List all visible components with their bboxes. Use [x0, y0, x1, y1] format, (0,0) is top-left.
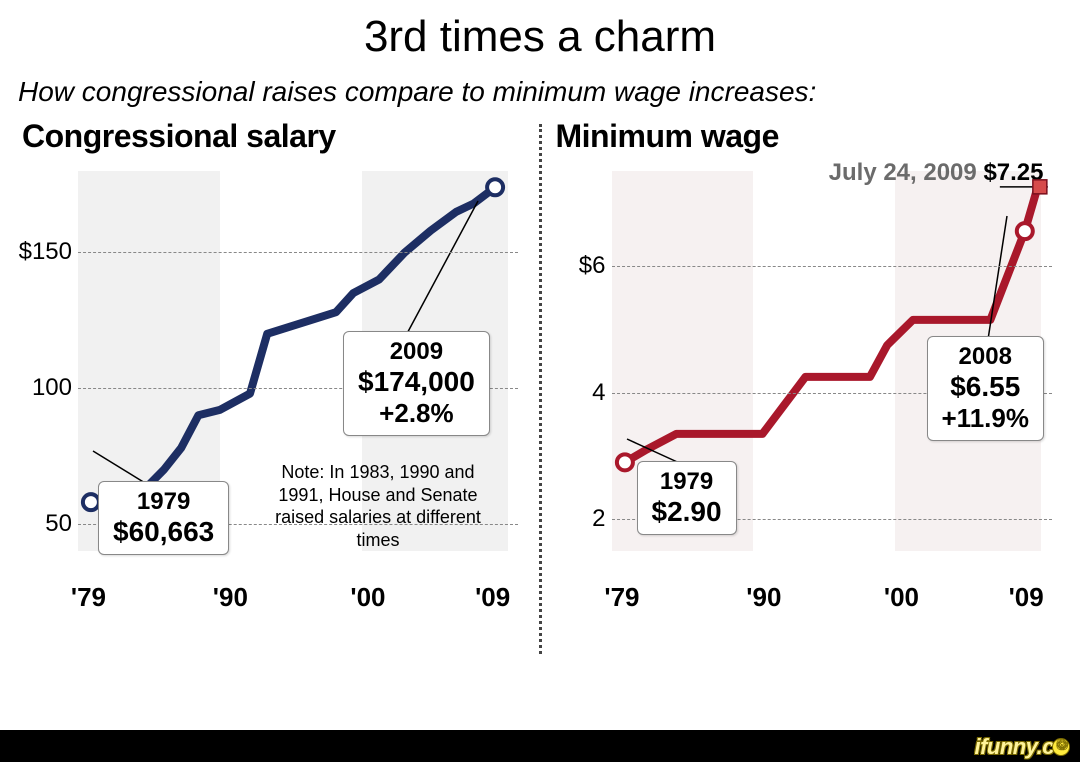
callout-box: 1979$2.90: [637, 461, 737, 535]
y-tick-label: $150: [12, 238, 72, 266]
right-panel: Minimum wage July 24, 2009 $7.25 24$6'79…: [542, 114, 1073, 654]
y-tick-label: 50: [12, 510, 72, 538]
y-tick-label: 100: [12, 374, 72, 402]
charts-row: Congressional salary Note: In 1983, 1990…: [0, 114, 1080, 654]
right-plot: July 24, 2009 $7.25 24$6'79'90'00'091979…: [552, 161, 1052, 581]
left-note: Note: In 1983, 1990 and 1991, House and …: [273, 461, 483, 551]
callout-box: 1979$60,663: [98, 481, 229, 555]
y-tick-label: 4: [546, 379, 606, 407]
x-tick-label: '90: [213, 582, 248, 613]
left-plot: Note: In 1983, 1990 and 1991, House and …: [18, 161, 518, 581]
watermark: ifunny.c: [974, 734, 1070, 760]
x-tick-label: '00: [350, 582, 385, 613]
left-panel: Congressional salary Note: In 1983, 1990…: [8, 114, 539, 654]
y-tick-label: $6: [546, 252, 606, 280]
footer-bar: ifunny.c: [0, 730, 1080, 762]
smiley-icon: [1052, 738, 1070, 756]
x-tick-label: '00: [884, 582, 919, 613]
y-tick-label: 2: [546, 505, 606, 533]
x-tick-label: '90: [746, 582, 781, 613]
subtitle: How congressional raises compare to mini…: [0, 62, 1080, 114]
x-tick-label: '09: [1009, 582, 1044, 613]
main-title: 3rd times a charm: [0, 0, 1080, 62]
callout-box: 2009$174,000+2.8%: [343, 331, 490, 436]
x-tick-label: '79: [604, 582, 639, 613]
right-chart-title: Minimum wage: [552, 114, 1063, 161]
watermark-text: ifunny.c: [974, 734, 1054, 759]
x-tick-label: '79: [71, 582, 106, 613]
callout-box: 2008$6.55+11.9%: [927, 336, 1044, 441]
left-chart-title: Congressional salary: [18, 114, 529, 161]
x-tick-label: '09: [475, 582, 510, 613]
